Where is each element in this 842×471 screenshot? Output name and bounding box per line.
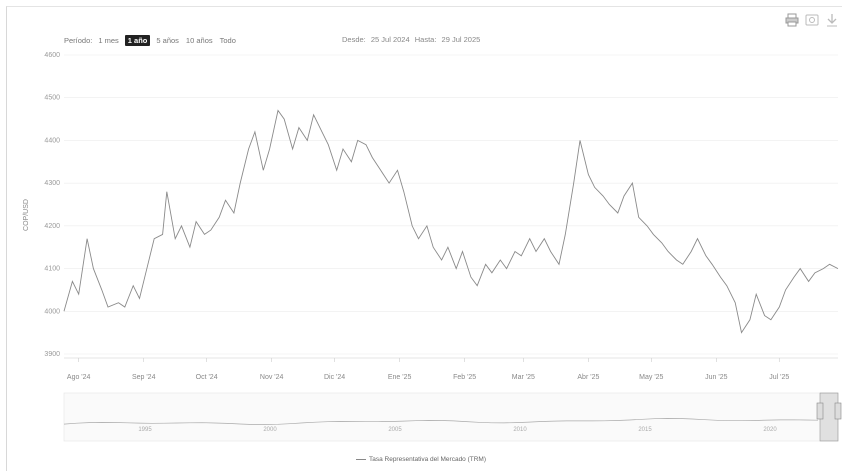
date-range-input: Desde: 25 Jul 2024 Hasta: 29 Jul 2025 (342, 35, 483, 44)
y-tick-label: 3900 (44, 351, 60, 358)
navigator-label: 2000 (263, 427, 277, 433)
legend-swatch (355, 458, 366, 460)
range-button-5-years[interactable]: 5 años (156, 36, 179, 45)
to-date-input[interactable]: 29 Jul 2025 (441, 35, 481, 44)
x-tick-label: Mar '25 (512, 374, 535, 381)
x-tick-label: May '25 (639, 374, 663, 381)
y-tick-label: 4200 (44, 223, 60, 230)
x-tick-label: Ene '25 (388, 374, 412, 381)
x-tick-label: Jul '25 (769, 374, 789, 381)
y-axis: 3900 4000 4100 4200 4300 4400 4500 4600 (44, 52, 60, 358)
range-selector: Período: 1 mes 1 año 5 años 10 años Todo (64, 35, 237, 46)
from-date-input[interactable]: 25 Jul 2024 (370, 35, 410, 44)
series-line-trm (63, 109, 839, 334)
from-label: Desde: (342, 35, 366, 44)
legend-item-trm[interactable]: Tasa Representativa del Mercado (TRM) (368, 456, 487, 463)
to-label: Hasta: (414, 35, 437, 44)
y-tick-label: 4600 (44, 52, 60, 59)
x-tick-label: Sep '24 (132, 374, 156, 381)
x-tick-label: Dic '24 (324, 374, 345, 381)
x-tick-label: Ago '24 (67, 374, 91, 381)
navigator-label: 2020 (763, 427, 777, 433)
y-tick-label: 4500 (44, 95, 60, 102)
navigator-label: 2010 (513, 427, 527, 433)
range-button-all[interactable]: Todo (219, 36, 236, 45)
range-button-10-years[interactable]: 10 años (185, 36, 213, 45)
print-icon[interactable] (784, 12, 800, 28)
x-tick-label: Feb '25 (453, 374, 476, 381)
y-tick-label: 4000 (44, 308, 60, 315)
navigator-handle-left (816, 402, 824, 420)
x-tick-label: Jun '25 (705, 374, 727, 381)
y-tick-label: 4400 (44, 137, 60, 144)
navigator-background (63, 392, 839, 442)
navigator-label: 2005 (388, 427, 402, 433)
navigator-series (63, 418, 819, 425)
download-data-icon[interactable] (824, 12, 840, 28)
grid (64, 54, 838, 355)
navigator-label: 2015 (638, 427, 652, 433)
legend: Tasa Representativa del Mercado (TRM) (0, 456, 842, 463)
chart-frame (6, 6, 842, 471)
y-axis-title: COP/USD (23, 199, 30, 231)
y-tick-label: 4300 (44, 180, 60, 187)
range-button-1-month[interactable]: 1 mes (98, 36, 119, 45)
x-tick-label: Oct '24 (196, 374, 218, 381)
y-tick-label: 4100 (44, 266, 60, 273)
x-tick-label: Abr '25 (577, 374, 599, 381)
x-axis: Ago '24 Sep '24 Oct '24 Nov '24 Dic '24 Ene '… (64, 357, 838, 381)
navigator-handle-right (834, 402, 842, 420)
range-button-1-year[interactable]: 1 año (124, 35, 151, 46)
navigator[interactable]: 1995 2000 2005 2010 2015 2020 (63, 392, 842, 442)
navigator-label: 1995 (138, 427, 152, 433)
x-tick-label: Nov '24 (260, 374, 284, 381)
download-image-icon[interactable] (804, 12, 820, 28)
exporting-toolbar (784, 12, 840, 28)
range-selector-label: Período: (64, 36, 93, 45)
